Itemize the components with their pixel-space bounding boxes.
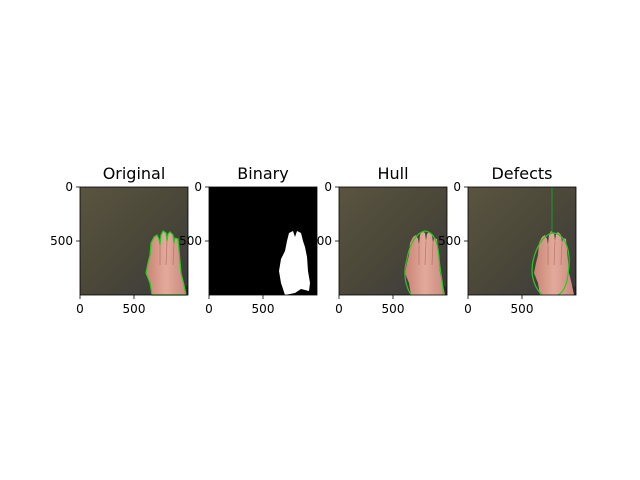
x-tick-label: 0 [464, 302, 472, 316]
x-tick-label: 500 [123, 302, 146, 316]
y-tick-label: 0 [453, 180, 461, 194]
finger-lines [159, 240, 175, 266]
y-tick-label: 0 [324, 180, 332, 194]
y-tick-label: 500 [179, 234, 202, 248]
hull-line [404, 230, 444, 296]
panel-image [468, 187, 576, 296]
x-tick-label: 0 [76, 302, 84, 316]
hand-mask [279, 231, 310, 295]
panel-defects: Defects 0 500 0 500 [438, 164, 577, 316]
panel-title: Binary [237, 164, 288, 183]
x-tick-label: 500 [252, 302, 275, 316]
y-tick-label: 0 [65, 180, 73, 194]
finger-lines [418, 240, 434, 266]
panel-title: Original [103, 164, 166, 183]
panel-image [209, 187, 317, 295]
y-tick-label: 500 [50, 234, 73, 248]
panel-hull: Hull 0 500 0 500 [309, 164, 448, 316]
x-tick-label: 500 [511, 302, 534, 316]
y-tick-label: 500 [438, 234, 461, 248]
finger-lines [547, 240, 563, 266]
contour-line [145, 230, 187, 296]
panel-image [339, 187, 447, 296]
y-tick-label: 0 [194, 180, 202, 194]
x-tick-label: 500 [382, 302, 405, 316]
panel-title: Hull [377, 164, 408, 183]
defects-ellipse [531, 232, 570, 296]
panel-binary: Binary 0 500 0 500 [179, 164, 318, 316]
x-tick-label: 0 [205, 302, 213, 316]
panel-image [80, 187, 188, 296]
y-tick-label: 500 [309, 234, 332, 248]
panel-original: Original 0 500 0 500 [50, 164, 189, 316]
panel-title: Defects [491, 164, 552, 183]
x-tick-label: 0 [335, 302, 343, 316]
